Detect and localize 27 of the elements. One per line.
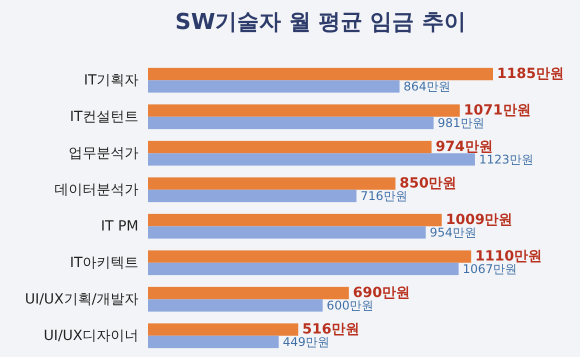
bar [148, 286, 349, 300]
y-tick-label: IT기획자 [84, 72, 138, 88]
data-label: 864만원 [404, 79, 450, 94]
bar [148, 336, 279, 348]
bar [148, 177, 396, 190]
bar [148, 140, 432, 154]
y-tick-label: 업무분석가 [68, 145, 138, 162]
bar [148, 80, 400, 93]
y-tick-label: IT컨설턴트 [70, 108, 138, 125]
data-label: 1185만원 [497, 66, 564, 82]
bar [148, 68, 493, 80]
y-tick-label: IT아키텍트 [70, 254, 138, 271]
bar [148, 214, 442, 226]
y-tick-label: 데이터분석가 [54, 182, 138, 198]
bar [148, 262, 459, 276]
bar [148, 153, 475, 166]
bar [148, 299, 323, 312]
bar [148, 116, 434, 130]
bar [148, 104, 460, 117]
bar [148, 190, 356, 202]
y-tick-label: IT PM [100, 218, 138, 234]
bar [148, 250, 472, 263]
chart-title: SW기술자 월 평균 임금 추이 [175, 10, 466, 35]
bar [148, 226, 426, 239]
y-tick-label: UI/UX디자이너 [44, 328, 138, 344]
y-tick-label: UI/UX기획/개발자 [24, 291, 138, 308]
bar [148, 323, 298, 336]
